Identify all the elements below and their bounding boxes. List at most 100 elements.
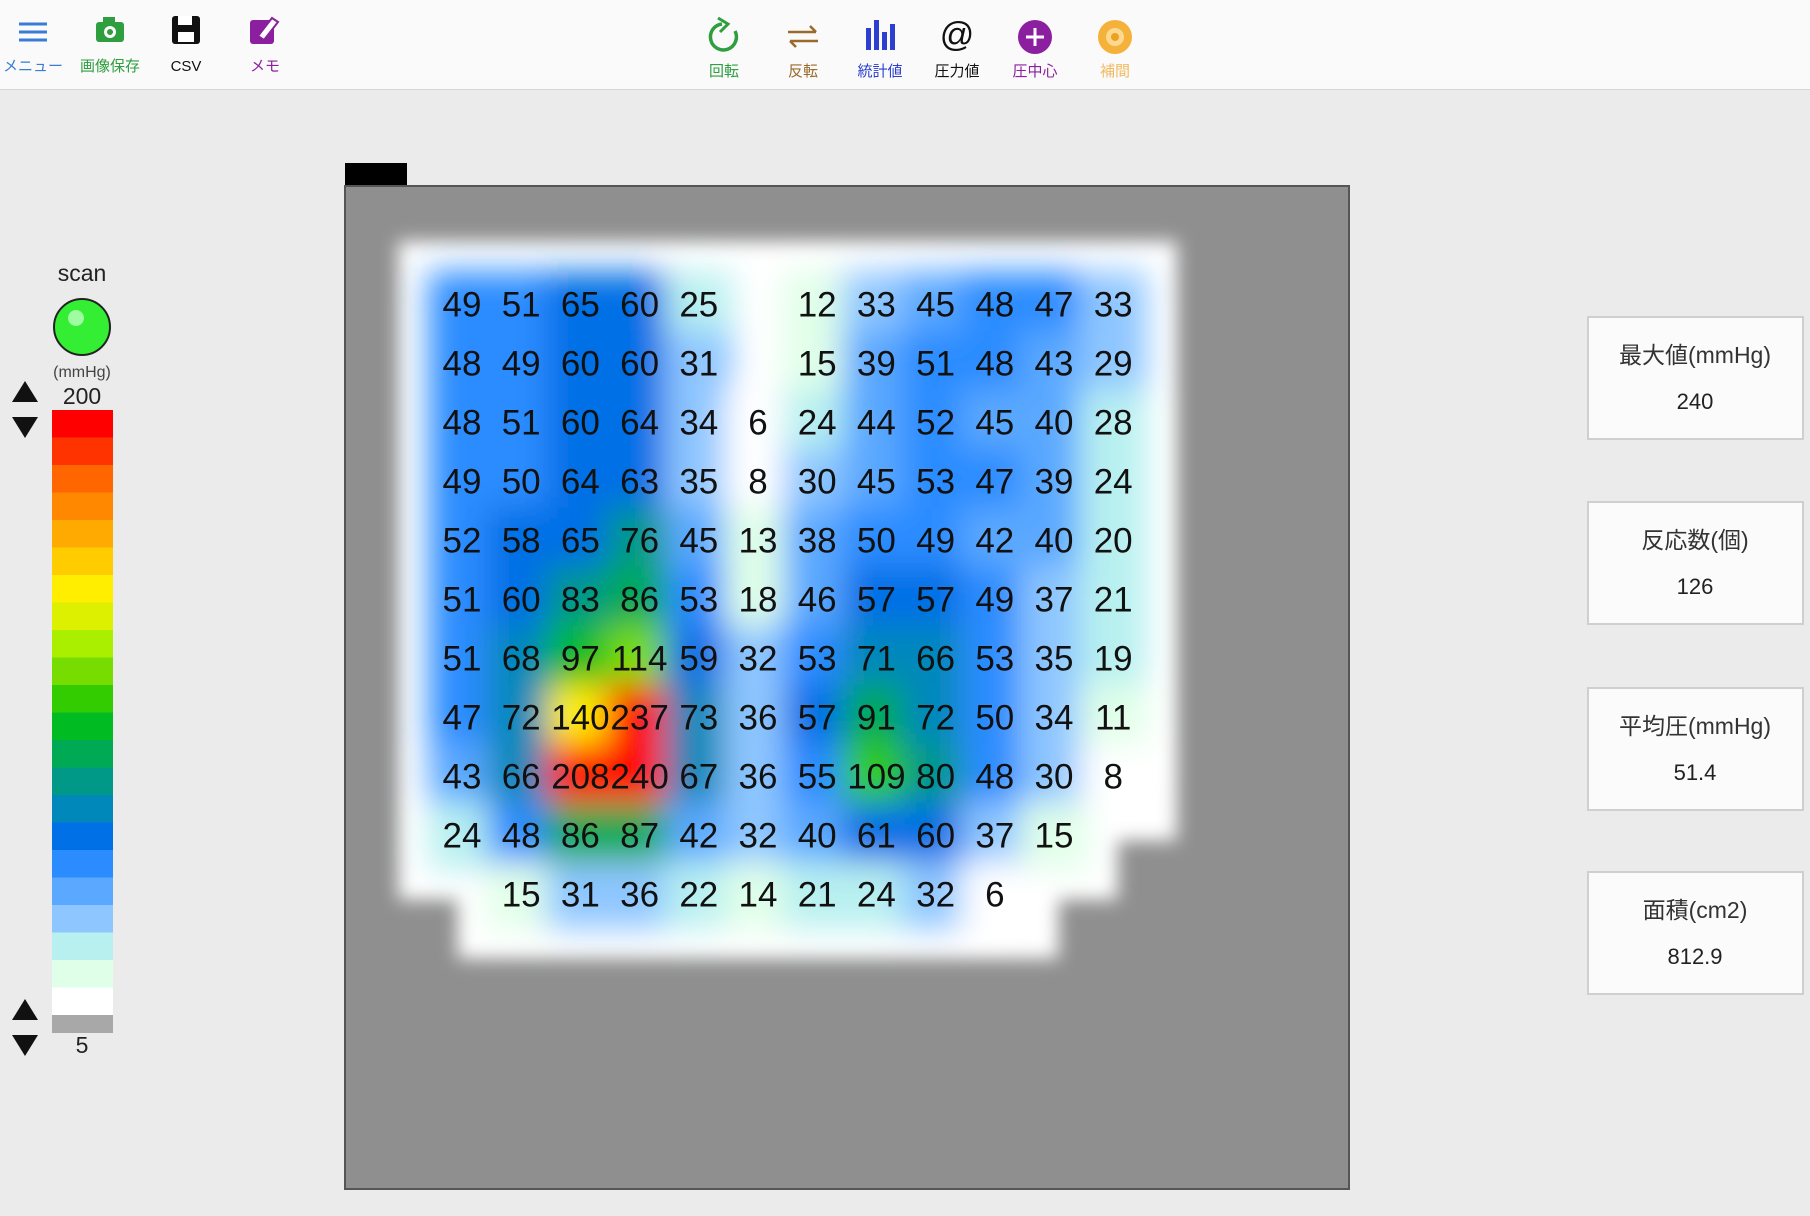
pressure-cell [546, 684, 614, 752]
flip-icon[interactable] [788, 25, 818, 48]
pressure-value: 57 [798, 698, 837, 737]
pressure-value: 47 [443, 698, 482, 737]
pressure-value: 34 [679, 403, 718, 442]
pressure-value: 48 [975, 285, 1014, 324]
pressure-value: 53 [679, 580, 718, 619]
toolbar-label[interactable]: メモ [250, 58, 280, 75]
toolbar-label[interactable]: メニュー [3, 58, 63, 75]
pressure-cell [1020, 684, 1088, 752]
stats-icon[interactable] [866, 20, 895, 50]
pressure-cell [665, 684, 733, 752]
pressure-value: 32 [739, 816, 778, 855]
pressure-value: 8 [1103, 757, 1122, 796]
pressure-value: 44 [857, 403, 896, 442]
scale-step [52, 932, 113, 961]
pressure-cell [1020, 802, 1088, 870]
pressure-cell [961, 271, 1029, 339]
pressure-cell [665, 861, 733, 929]
scan-button[interactable] [53, 298, 111, 356]
pressure-cell [606, 861, 674, 929]
stats: 最大値(mmHg) 240 反応数(個) 126 平均圧(mmHg) 51.4 面積(cm2… [1587, 316, 1804, 995]
scale-step [52, 575, 113, 603]
interp-icon[interactable] [1098, 20, 1132, 54]
save-icon[interactable] [172, 16, 200, 44]
pressure-value: 55 [798, 757, 837, 796]
pressure-value: 49 [502, 344, 541, 383]
pressure-value: 72 [916, 698, 955, 737]
pressure-value: 51 [443, 580, 482, 619]
pressure-value: 59 [679, 639, 718, 678]
color-scale [52, 410, 113, 1033]
pressure-cell [1079, 625, 1147, 693]
toolbar-label[interactable]: 補間 [1100, 63, 1130, 80]
pressure-value: 60 [620, 344, 659, 383]
pressure-cell [961, 743, 1029, 811]
pressure-cell [428, 507, 496, 575]
pressure-value: 76 [620, 521, 659, 560]
camera-icon[interactable] [96, 17, 124, 42]
memo-icon[interactable] [250, 16, 280, 44]
pressure-cell [961, 330, 1029, 398]
toolbar-label[interactable]: 統計値 [857, 63, 902, 80]
pressure-cell [902, 684, 970, 752]
pressure-cell [842, 389, 910, 457]
menu-icon[interactable] [19, 22, 47, 42]
min-up-button[interactable] [12, 999, 38, 1020]
pressure-cell [724, 448, 792, 516]
toolbar-label[interactable]: 圧力値 [934, 63, 979, 80]
pressure-cell [428, 802, 496, 870]
pressure-value: 30 [798, 462, 837, 501]
stat-box [1587, 687, 1804, 811]
max-up-button[interactable] [12, 381, 38, 402]
pressure-value: 15 [1035, 816, 1074, 855]
pressure-cell [783, 330, 851, 398]
scale-step [52, 822, 113, 851]
pressure-value: 43 [443, 757, 482, 796]
toolbar-label[interactable]: 回転 [709, 63, 739, 80]
pressure-cell [428, 271, 496, 339]
pressure-cell [606, 330, 674, 398]
pressure-value: 49 [916, 521, 955, 560]
toolbar-label[interactable]: 反転 [788, 63, 818, 80]
toolbar-symbol[interactable]: @ [940, 16, 975, 54]
pressure-value: 50 [502, 462, 541, 501]
pressure-cell [546, 330, 614, 398]
center-icon[interactable] [1018, 20, 1052, 54]
pressure-cell [487, 448, 555, 516]
unit-label: (mmHg) [53, 364, 111, 381]
pressure-value: 43 [1035, 344, 1074, 383]
pressure-value: 86 [620, 580, 659, 619]
toolbar-label[interactable]: CSV [171, 58, 202, 75]
max-down-button[interactable] [12, 417, 38, 438]
pressure-value: 45 [916, 285, 955, 324]
pressure-value: 65 [561, 521, 600, 560]
scale-step [52, 850, 113, 878]
pressure-cell [665, 330, 733, 398]
pressure-cell [783, 861, 851, 929]
pressure-cell [487, 861, 555, 929]
pressure-cell [606, 684, 674, 752]
pressure-value: 39 [857, 344, 896, 383]
pressure-value: 48 [443, 403, 482, 442]
pressure-cell [487, 684, 555, 752]
rotate-icon[interactable] [708, 16, 739, 52]
pressure-cell [665, 566, 733, 634]
pressure-cell [487, 566, 555, 634]
pressure-value: 65 [561, 285, 600, 324]
toolbar-label[interactable]: 画像保存 [80, 58, 140, 75]
pressure-cell [487, 625, 555, 693]
pressure-value: 97 [561, 639, 600, 678]
pressure-value: 45 [857, 462, 896, 501]
pressure-value: 50 [857, 521, 896, 560]
pressure-value: 6 [748, 403, 767, 442]
min-down-button[interactable] [12, 1035, 38, 1056]
heatmap-cells [428, 271, 1147, 929]
pressure-value: 36 [739, 698, 778, 737]
pressure-cell [606, 271, 674, 339]
pressure-cell [842, 330, 910, 398]
pressure-value: 21 [1094, 580, 1133, 619]
pressure-value: 52 [916, 403, 955, 442]
scale-step [52, 685, 113, 713]
heatmap [398, 241, 1177, 959]
toolbar-label[interactable]: 圧中心 [1012, 63, 1057, 80]
